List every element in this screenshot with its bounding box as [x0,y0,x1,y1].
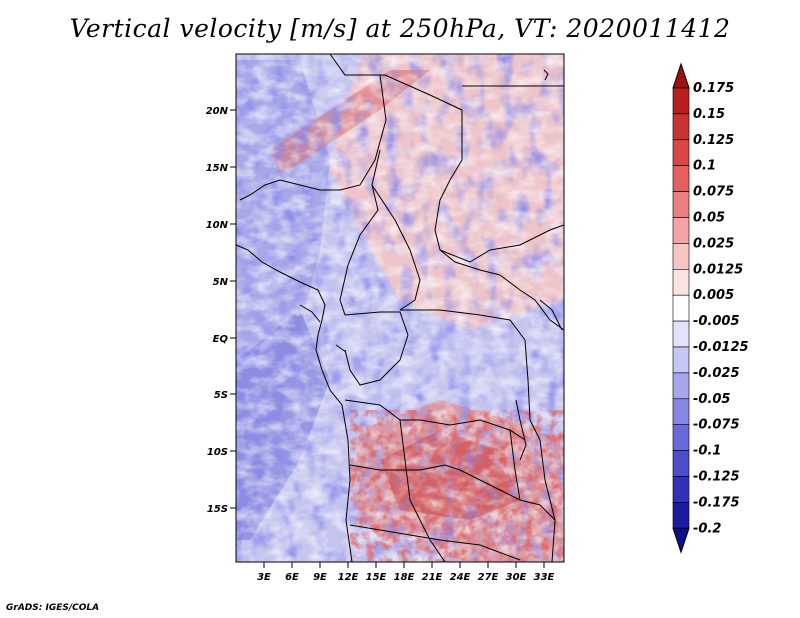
colorbar-label: 0.125 [693,133,734,148]
country-borders [236,54,564,562]
colorbar-label: -0.005 [693,314,740,329]
colorbar-segment [672,320,690,348]
vertical-velocity-field [236,54,564,562]
lon-tick-label: 3E [257,572,271,583]
colorbar-segment [672,450,690,477]
colorbar-segment [672,191,690,218]
lat-tick-label: 10N [206,220,229,231]
colorbar-segment [672,243,690,270]
colorbar-label: -0.125 [693,470,740,485]
colorbar-label: 0.075 [693,185,734,200]
colorbar-label: -0.075 [693,418,740,433]
lat-tick-label: 20N [206,106,229,117]
colorbar-segment [672,165,690,192]
colorbar-segment [672,346,690,374]
lat-tick-label: 15N [206,163,229,174]
lon-tick-label: 27E [478,572,499,583]
colorbar-label: 0.15 [693,107,725,122]
colorbar-label: 0.05 [693,211,725,226]
colorbar-label: 0.0125 [693,262,743,277]
lon-tick-label: 18E [394,572,415,583]
colorbar-segment [672,268,690,296]
colorbar-label: 0.1 [693,159,716,174]
colorbar-label: -0.025 [693,366,740,381]
lon-tick-label: 33E [534,572,555,583]
map-title: Vertical velocity [m/s] at 250hPa, VT: 2… [69,14,731,43]
lon-tick-label: 24E [450,572,471,583]
colorbar-label: 0.025 [693,236,734,251]
colorbar-segment [672,398,690,425]
colorbar-segment [672,139,690,167]
lat-tick-label: 10S [207,447,228,458]
colorbar-label: -0.1 [693,444,721,459]
map-frame [235,53,565,563]
colorbar-label: -0.05 [693,392,730,407]
lat-tick-label: EQ [213,334,229,345]
lon-tick-label: 21E [422,572,443,583]
colorbar-bottom-arrow [672,527,690,554]
colorbar-label: -0.0125 [693,340,749,355]
colorbar-segment [672,372,690,400]
colorbar-label: 0.005 [693,288,734,303]
lon-tick-label: 12E [338,572,359,583]
colorbar-top-arrow [672,62,690,89]
colorbar-label: 0.175 [693,81,734,96]
colorbar-segment [672,294,690,322]
colorbar-label: -0.175 [693,495,740,510]
lat-tick-label: 5N [213,277,229,288]
colorbar: 0.175 0.15 0.125 0.1 0.075 0.05 0.025 0.0125 0.0… [672,62,749,554]
longitude-axis: 3E 6E 9E 12E 15E 18E 21E 24E 27E 30E 33E [257,562,555,583]
lat-tick-label: 5S [214,390,228,401]
lon-tick-label: 15E [366,572,387,583]
lon-tick-label: 30E [506,572,527,583]
grads-credit: GrADS: IGES/COLA [6,603,100,613]
lon-tick-label: 9E [313,572,327,583]
colorbar-segment [672,87,690,115]
colorbar-segment [672,502,690,529]
lon-tick-label: 6E [285,572,299,583]
colorbar-segment [672,217,690,244]
colorbar-label: -0.2 [693,521,721,536]
latitude-axis: 20N 15N 10N 5N EQ 5S 10S 15S [206,106,236,515]
lat-tick-label: 15S [207,504,228,515]
colorbar-segment [672,113,690,141]
colorbar-segment [672,424,690,451]
colorbar-segment [672,476,690,503]
